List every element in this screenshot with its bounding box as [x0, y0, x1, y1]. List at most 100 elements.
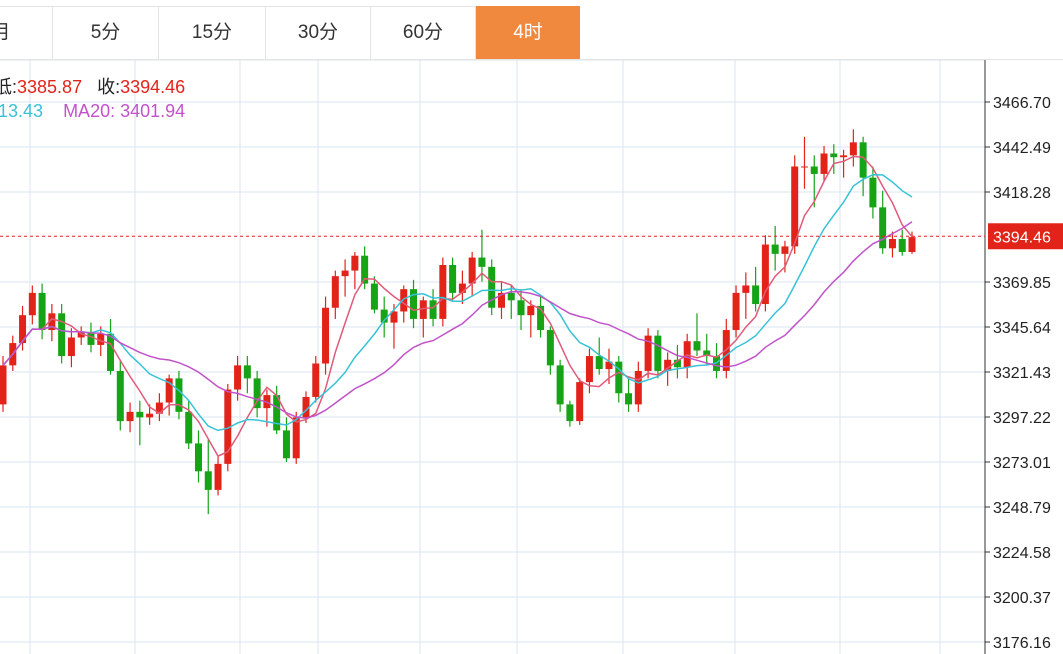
candle-body: [155, 402, 163, 414]
candle-body: [507, 292, 515, 301]
candle-body: [693, 341, 701, 351]
tab-4hour[interactable]: 4时: [476, 6, 580, 59]
moving-average-lines: [2, 155, 913, 458]
tab-month[interactable]: 月: [0, 6, 53, 59]
chart-grid: [0, 60, 986, 654]
candle-body: [282, 430, 290, 459]
ohlc-readout: 低:3385.87 收:3394.46: [0, 73, 185, 99]
candle-body: [810, 166, 818, 174]
candle-body: [742, 285, 750, 293]
candle-body: [380, 309, 388, 323]
candle-body: [243, 365, 251, 379]
candle-body: [234, 365, 242, 390]
tab-15min[interactable]: 15分: [159, 6, 266, 59]
ma10-line: [2, 173, 913, 432]
candle-body: [556, 365, 564, 405]
candle-body: [370, 283, 378, 310]
candle-body: [585, 356, 593, 383]
candle-body: [732, 292, 740, 331]
candle-body: [673, 359, 681, 368]
candle-body: [107, 333, 115, 371]
candle-body: [136, 411, 144, 418]
candle-body: [87, 331, 95, 345]
current-price-label: 3394.46: [993, 229, 1051, 246]
candle-body: [644, 335, 652, 371]
candle-body: [859, 142, 867, 178]
candle-body: [820, 153, 828, 174]
candle-body: [869, 177, 877, 208]
axis-tick-label: 3273.01: [993, 455, 1051, 472]
candle-body: [77, 331, 85, 338]
candle-body: [752, 285, 760, 305]
candle-body: [28, 292, 36, 316]
candle-body: [331, 276, 339, 308]
candle-body: [908, 237, 916, 252]
candle-body: [488, 266, 496, 308]
candle-body: [58, 313, 66, 357]
period-tab-bar: 月 5分 15分 30分 60分 4时: [0, 0, 1063, 60]
candle-body: [595, 356, 603, 370]
candle-body: [97, 333, 105, 345]
candle-body: [194, 443, 202, 472]
axis-tick-label: 3466.70: [993, 95, 1051, 112]
ma20-label: MA20:: [63, 101, 116, 121]
candle-body: [605, 361, 613, 370]
candle-body: [527, 305, 535, 316]
candle-body: [146, 413, 154, 418]
candle-body: [849, 142, 857, 156]
axis-tick-label: 3442.49: [993, 140, 1051, 157]
candle-body: [351, 255, 359, 271]
candle-body: [898, 238, 906, 252]
tab-60min[interactable]: 60分: [371, 6, 476, 59]
candle-body: [439, 264, 447, 319]
candle-body: [19, 315, 27, 344]
candle-body: [419, 300, 427, 319]
candle-body: [185, 411, 193, 444]
axis-tick-label: 3418.28: [993, 185, 1051, 202]
candle-body: [48, 313, 56, 331]
candle-body: [468, 257, 476, 284]
candle-body: [566, 404, 574, 422]
axis-tick-label: 3224.58: [993, 545, 1051, 562]
candle-body: [625, 393, 633, 405]
candle-body: [449, 264, 457, 293]
tab-5min[interactable]: 5分: [53, 6, 159, 59]
candle-body: [253, 378, 261, 409]
candle-body: [654, 335, 662, 371]
candlestick-chart: 3466.70 3442.49 3418.28 3369.85 3345.64 3321.…: [0, 60, 1063, 654]
low-value: 3385.87: [17, 77, 83, 97]
candle-body: [615, 361, 623, 394]
candle-body: [361, 255, 369, 284]
close-label: 收:: [97, 77, 121, 97]
candle-body: [410, 289, 418, 319]
candle-body: [761, 244, 769, 305]
candle-body: [302, 396, 310, 418]
candle-body: [214, 463, 222, 490]
candle-body: [458, 283, 466, 293]
candle-body: [341, 270, 349, 277]
candle-body: [67, 337, 75, 357]
candle-body: [224, 389, 232, 464]
candle-body: [116, 370, 124, 422]
candle-body: [576, 382, 584, 422]
candle-body: [400, 289, 408, 312]
candle-body: [879, 207, 887, 249]
candle-body: [537, 305, 545, 331]
candle-body: [204, 471, 212, 490]
candle-body: [312, 363, 320, 397]
candle-body: [771, 244, 779, 254]
candle-body: [175, 378, 183, 412]
low-label: 低:: [0, 77, 18, 97]
candle-body: [840, 155, 848, 158]
close-value: 3394.46: [120, 77, 186, 97]
candle-body: [497, 292, 505, 308]
candle-body: [429, 300, 437, 319]
price-axis: 3466.70 3442.49 3418.28 3369.85 3345.64 3321.…: [0, 95, 1063, 652]
candle-body: [517, 300, 525, 316]
candle-body: [292, 417, 300, 459]
candle-body: [273, 395, 281, 431]
tab-30min[interactable]: 30分: [266, 6, 371, 59]
candle-body: [126, 411, 134, 422]
candle-body: [38, 292, 46, 331]
candle-body: [791, 166, 799, 247]
